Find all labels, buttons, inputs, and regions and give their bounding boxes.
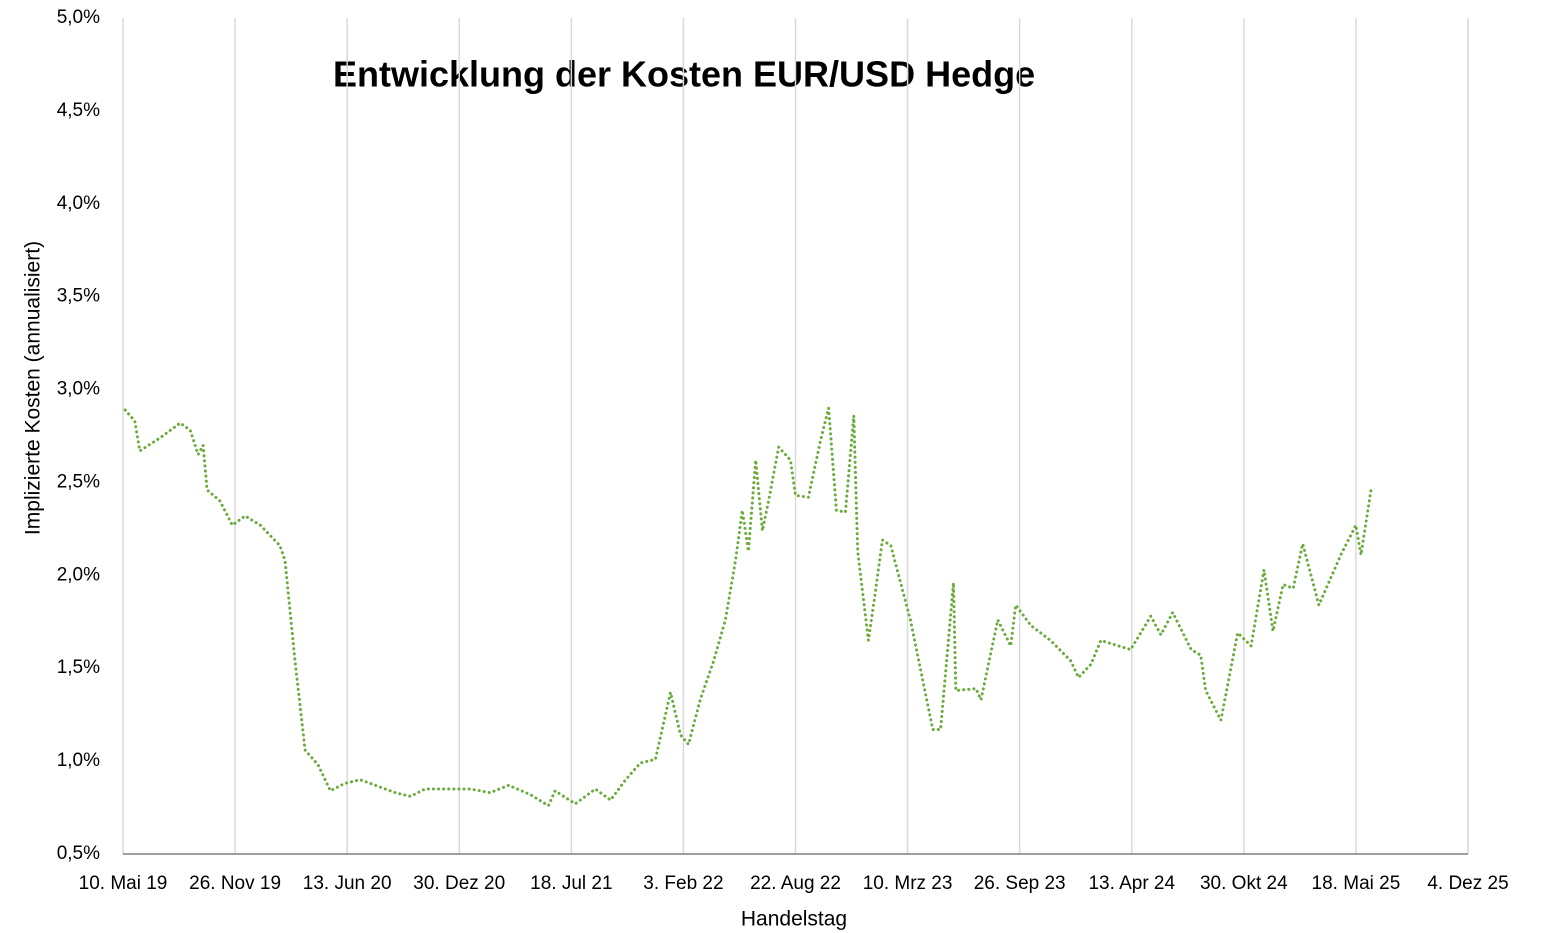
y-tick-label: 2,5% [57, 471, 100, 492]
y-tick-label: 1,5% [57, 657, 100, 678]
x-tick-label: 13. Apr 24 [1088, 873, 1175, 894]
x-axis-label: Handelstag [741, 908, 847, 931]
y-tick-label: 3,5% [57, 286, 100, 307]
y-tick-label: 1,0% [57, 750, 100, 771]
y-tick-label: 3,0% [57, 379, 100, 400]
data-line [123, 406, 1373, 808]
y-tick-label: 4,0% [57, 193, 100, 214]
x-tick-label: 13. Jun 20 [303, 873, 392, 894]
x-tick-label: 26. Nov 19 [189, 873, 281, 894]
x-tick-label: 10. Mai 19 [79, 873, 168, 894]
y-tick-label: 4,5% [57, 100, 100, 121]
x-tick-label: 4. Dez 25 [1427, 873, 1508, 894]
y-axis-label: Implizierte Kosten (annualisiert) [22, 241, 45, 535]
y-tick-label: 2,0% [57, 564, 100, 585]
x-tick-label: 26. Sep 23 [974, 873, 1066, 894]
y-tick-label: 0,5% [57, 843, 100, 864]
x-tick-label: 30. Dez 20 [413, 873, 505, 894]
x-tick-label: 30. Okt 24 [1200, 873, 1288, 894]
x-tick-label: 10. Mrz 23 [863, 873, 953, 894]
x-tick-label: 18. Jul 21 [530, 873, 612, 894]
x-tick-label: 18. Mai 25 [1312, 873, 1401, 894]
x-tick-label: 3. Feb 22 [643, 873, 723, 894]
x-tick-label: 22. Aug 22 [750, 873, 841, 894]
y-tick-label: 5,0% [57, 7, 100, 28]
